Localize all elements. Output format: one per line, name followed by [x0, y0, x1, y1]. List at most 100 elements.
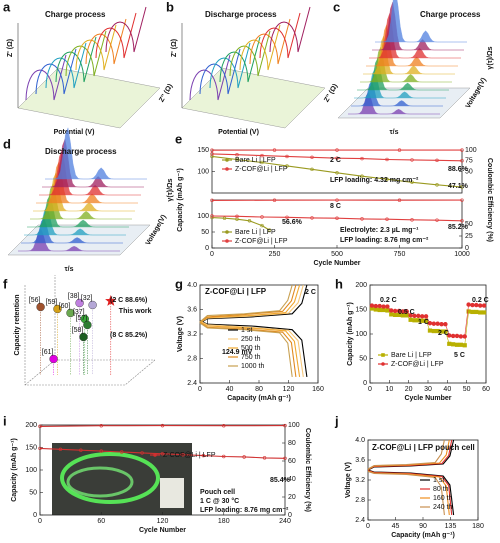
- panel-title: Z-COF@Li | LFP pouch cell: [372, 443, 475, 452]
- point-label: [58]: [72, 327, 84, 334]
- point: [79, 448, 83, 452]
- x-tick-label: 135: [445, 523, 457, 530]
- point: [88, 300, 97, 310]
- point: [410, 180, 414, 184]
- legend-label: 160 th: [433, 495, 453, 502]
- point: [435, 321, 440, 326]
- y-tick-label: 2.4: [187, 380, 197, 387]
- y-tick-label: 100: [25, 467, 37, 474]
- annotation: (8 C 85.2%): [110, 332, 147, 339]
- x-tick-label: 60: [97, 518, 105, 525]
- point: [140, 451, 144, 455]
- pouch-cell: [160, 478, 184, 508]
- x-tick-label: 60: [482, 386, 490, 393]
- point-label: [56]: [29, 297, 41, 304]
- point: [335, 171, 339, 175]
- point: [310, 167, 314, 172]
- x-axis-label: Potential (V): [218, 129, 259, 136]
- panel-decor: [7, 127, 151, 256]
- point: [435, 183, 439, 187]
- legend-label: Bare Li | LFP: [235, 157, 276, 164]
- point: [412, 318, 417, 323]
- point: [160, 423, 165, 428]
- x-tick-label: 0: [38, 518, 42, 525]
- y-tick-label: 3.2: [355, 477, 365, 484]
- y2-tick-label: 75: [465, 158, 473, 165]
- point-label: [38]: [68, 293, 80, 300]
- point: [381, 304, 386, 309]
- panel-title: Discharge process: [205, 10, 277, 19]
- point: [377, 303, 382, 309]
- point: [181, 453, 185, 457]
- y-tick-label: 0: [363, 380, 367, 387]
- point: [247, 219, 252, 223]
- legend-label: 250 th: [241, 336, 261, 343]
- y-tick-label: 3.2: [187, 331, 197, 338]
- y2-tick-label: 40: [288, 476, 296, 483]
- impedance-curve: [269, 6, 311, 53]
- annotation: 2 C: [305, 289, 316, 296]
- data-line: [211, 155, 463, 188]
- point: [222, 216, 227, 220]
- point: [210, 214, 214, 218]
- point: [222, 454, 226, 459]
- point: [335, 148, 339, 152]
- point: [260, 153, 264, 158]
- annotation: 2 C: [330, 157, 341, 164]
- legend-marker: [381, 353, 385, 357]
- y-tick-label: 0: [33, 512, 37, 519]
- point: [410, 158, 414, 162]
- point-label: [59]: [46, 299, 58, 306]
- point: [385, 304, 390, 309]
- legend-marker: [153, 453, 157, 457]
- legend-label: 240 th: [433, 504, 453, 511]
- panel-letter: j: [334, 413, 339, 428]
- point: [242, 455, 246, 459]
- y-tick-label: 50: [359, 355, 367, 362]
- x-tick-label: 120: [157, 518, 169, 525]
- annotation: 0.2 C: [472, 297, 489, 304]
- point: [431, 328, 436, 334]
- annotation: LFP loading: 8.76 mg cm⁻²: [200, 507, 289, 514]
- annotation: 1 C: [418, 319, 429, 326]
- point: [478, 310, 483, 315]
- point: [460, 159, 464, 163]
- point: [53, 304, 62, 314]
- point: [481, 310, 487, 315]
- point: [410, 218, 414, 222]
- point: [385, 177, 389, 181]
- y-axis-label: Capacity (mAh g⁻¹): [11, 438, 18, 502]
- point: [454, 342, 460, 347]
- legend-marker: [225, 239, 229, 243]
- point-label: [37]: [73, 309, 85, 316]
- panel-letter: a: [3, 0, 11, 14]
- point: [360, 174, 364, 178]
- drt-peak: [354, 69, 446, 99]
- legend-label: 1 st: [433, 477, 444, 484]
- point: [462, 334, 467, 339]
- point: [450, 333, 456, 339]
- panel-letter: d: [3, 136, 11, 151]
- panel-title: Z-COF@Li | LFP: [205, 287, 267, 296]
- x-tick-label: 0: [368, 386, 372, 393]
- point: [79, 332, 88, 342]
- y2-axis-label: Coulombic Efficiency (%): [486, 158, 493, 242]
- y-tick-label: 4.0: [355, 437, 365, 444]
- discharge-curve: [199, 321, 301, 377]
- z-axis-label: γ(τ)/Ωs: [487, 46, 494, 69]
- x-tick-label: 250: [269, 251, 281, 258]
- point: [283, 423, 287, 428]
- point: [385, 217, 389, 221]
- discharge-curve: [199, 322, 293, 377]
- y-axis-label: Capacity retention: [14, 294, 21, 355]
- x-tick-label: 1000: [454, 251, 470, 258]
- point: [460, 198, 464, 202]
- point: [435, 158, 439, 163]
- y2-tick-label: 25: [465, 233, 473, 240]
- y-axis-label: Capacity (mAh g⁻¹): [347, 302, 354, 366]
- panel-letter: f: [3, 276, 8, 291]
- point: [481, 303, 487, 308]
- pouch-photo: [52, 443, 192, 515]
- point: [470, 309, 475, 315]
